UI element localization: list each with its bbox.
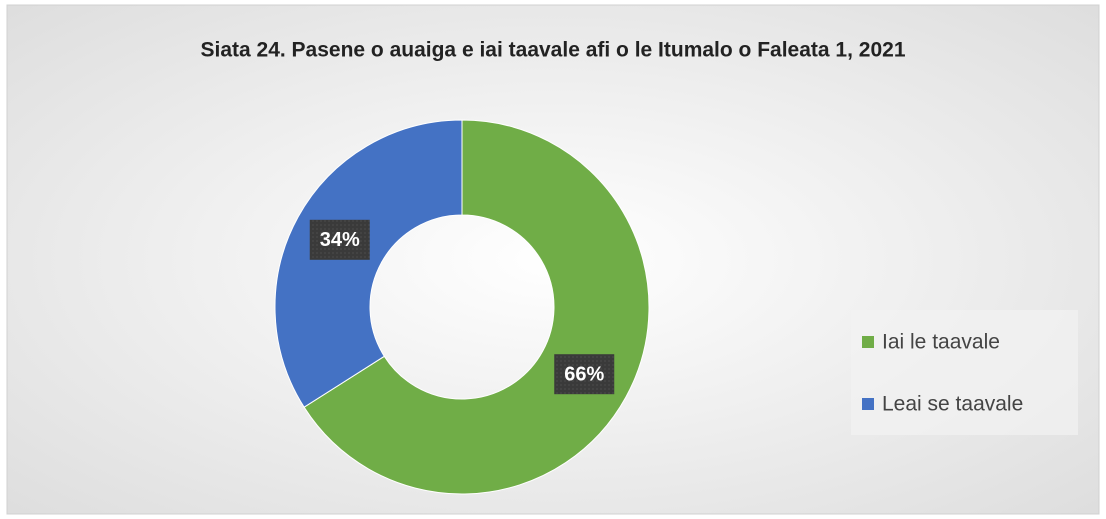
data-label-box	[554, 354, 615, 395]
legend-label: Leai se taavale	[882, 393, 1023, 416]
data-label: 66%	[564, 363, 604, 385]
data-label: 34%	[320, 229, 360, 251]
data-label-box	[309, 219, 370, 260]
donut-slice	[303, 119, 650, 495]
legend-swatch	[862, 336, 874, 348]
legend-box	[851, 310, 1078, 435]
legend-swatch	[862, 398, 874, 410]
donut-slice	[274, 119, 463, 408]
legend-label: Iai le taavale	[882, 331, 1000, 354]
chart-title: Siata 24. Pasene o auaiga e iai taavale …	[200, 39, 905, 62]
